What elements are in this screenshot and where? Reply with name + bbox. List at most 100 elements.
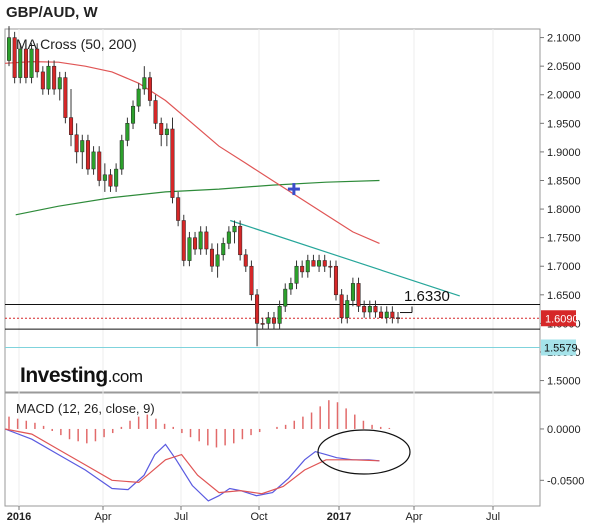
y-tick-label-5: 1.8500 — [547, 175, 581, 187]
investing-logo: Investing.com — [20, 364, 143, 388]
candle-body-29 — [170, 128, 175, 198]
candle-body-64 — [367, 306, 372, 313]
candle-body-51 — [294, 265, 299, 284]
candle-body-15 — [91, 151, 96, 170]
candle-body-55 — [317, 260, 322, 267]
candle-body-23 — [136, 88, 141, 107]
x-tick-label-0: 2016 — [7, 511, 31, 523]
candle-body-36 — [209, 248, 214, 267]
candle-body-26 — [153, 100, 158, 124]
candle-body-68 — [390, 311, 395, 318]
trendline — [230, 219, 460, 297]
y-tick-label-6: 1.8000 — [547, 204, 581, 216]
candle-body-2 — [18, 48, 23, 78]
candle-body-62 — [356, 283, 361, 307]
candle-body-69 — [396, 317, 401, 319]
grid — [18, 29, 494, 506]
candle-body-24 — [142, 77, 147, 90]
candle-body-53 — [305, 260, 310, 273]
candle-body-39 — [226, 231, 231, 244]
candle-body-63 — [362, 306, 367, 313]
y-tick-label-0: 2.1000 — [547, 33, 581, 45]
candle-body-1 — [12, 37, 17, 78]
candle-body-34 — [198, 231, 203, 250]
candle-body-8 — [52, 65, 57, 90]
candle-body-44 — [255, 294, 260, 324]
macd-y-tick-label-0: 0.0000 — [547, 424, 581, 436]
candle-body-32 — [187, 237, 192, 261]
candle-body-57 — [328, 265, 333, 268]
frames — [4, 28, 541, 507]
candle-body-46 — [266, 317, 271, 324]
candle-body-5 — [35, 48, 40, 73]
logo-main: Investing — [20, 364, 108, 387]
candle-body-45 — [260, 323, 265, 325]
macd-label: MACD (12, 26, close, 9) — [16, 401, 155, 416]
candle-body-9 — [57, 77, 62, 90]
candle-body-67 — [384, 311, 389, 318]
candle-body-59 — [339, 294, 344, 318]
chart-title: GBP/AUD, W — [6, 4, 98, 21]
x-tick-label-2: Jul — [174, 511, 188, 523]
candle-body-17 — [102, 174, 107, 181]
y-tick-label-12: 1.5000 — [547, 376, 581, 388]
candle-body-56 — [322, 260, 327, 267]
ma50-line — [15, 179, 380, 216]
macd-y-tick-label-1: -0.0500 — [547, 475, 584, 487]
current-price-text: 1.6090 — [545, 313, 579, 325]
candle-body-27 — [159, 123, 164, 135]
y-tick-label-3: 1.9500 — [547, 118, 581, 130]
crossover-marker — [287, 183, 300, 196]
level-annotation: 1.6330 — [404, 288, 450, 305]
candle-body-13 — [80, 140, 85, 153]
candle-body-52 — [300, 265, 305, 273]
candle-body-25 — [147, 77, 152, 101]
candle-body-6 — [40, 71, 45, 90]
candle-body-11 — [69, 117, 74, 135]
ma-cross-label: MA Cross (50, 200) — [16, 36, 137, 52]
candle-body-47 — [271, 317, 276, 324]
y-tick-label-1: 2.0500 — [547, 61, 581, 73]
macd-line — [4, 428, 380, 502]
macd-panel — [4, 400, 411, 502]
support-price-text: 1.5579 — [544, 342, 578, 354]
candle-body-61 — [350, 283, 355, 301]
candle-body-41 — [238, 225, 243, 256]
candle-body-50 — [288, 283, 293, 290]
candle-body-21 — [125, 123, 130, 141]
candle-body-7 — [46, 65, 51, 90]
candle-body-22 — [131, 105, 136, 124]
horizontal-levels — [5, 304, 540, 348]
moving-averages — [4, 60, 380, 244]
x-axis: 2016 Apr Jul Oct 2017 Apr Jul — [7, 506, 500, 523]
candles — [7, 26, 401, 347]
price-panel-frame — [4, 28, 541, 393]
candle-body-4 — [29, 48, 34, 78]
x-tick-label-3: Oct — [250, 511, 267, 523]
current-price-badge — [541, 310, 576, 327]
candle-body-48 — [277, 306, 282, 324]
x-tick-label-5: Apr — [405, 511, 422, 523]
candle-body-31 — [181, 220, 186, 261]
candle-body-60 — [345, 300, 350, 318]
candle-body-38 — [221, 243, 226, 256]
candle-body-0 — [7, 37, 12, 61]
candle-body-12 — [74, 134, 79, 153]
y-tick-label-8: 1.7000 — [547, 261, 581, 273]
candle-body-42 — [243, 254, 248, 267]
candle-body-16 — [97, 151, 102, 181]
candle-body-65 — [373, 306, 378, 313]
ma200-line — [4, 60, 380, 244]
candle-body-18 — [108, 174, 113, 187]
candle-body-66 — [379, 311, 384, 318]
signal-line — [4, 428, 380, 495]
candle-body-30 — [176, 197, 181, 221]
y-tick-label-9: 1.6500 — [547, 290, 581, 302]
y-tick-label-2: 2.0000 — [547, 90, 581, 102]
candle-body-19 — [114, 168, 119, 187]
descending-trendline — [230, 219, 460, 297]
candle-body-54 — [311, 260, 316, 267]
candle-body-43 — [249, 265, 254, 296]
candle-body-58 — [333, 265, 338, 296]
candle-body-10 — [63, 77, 68, 118]
